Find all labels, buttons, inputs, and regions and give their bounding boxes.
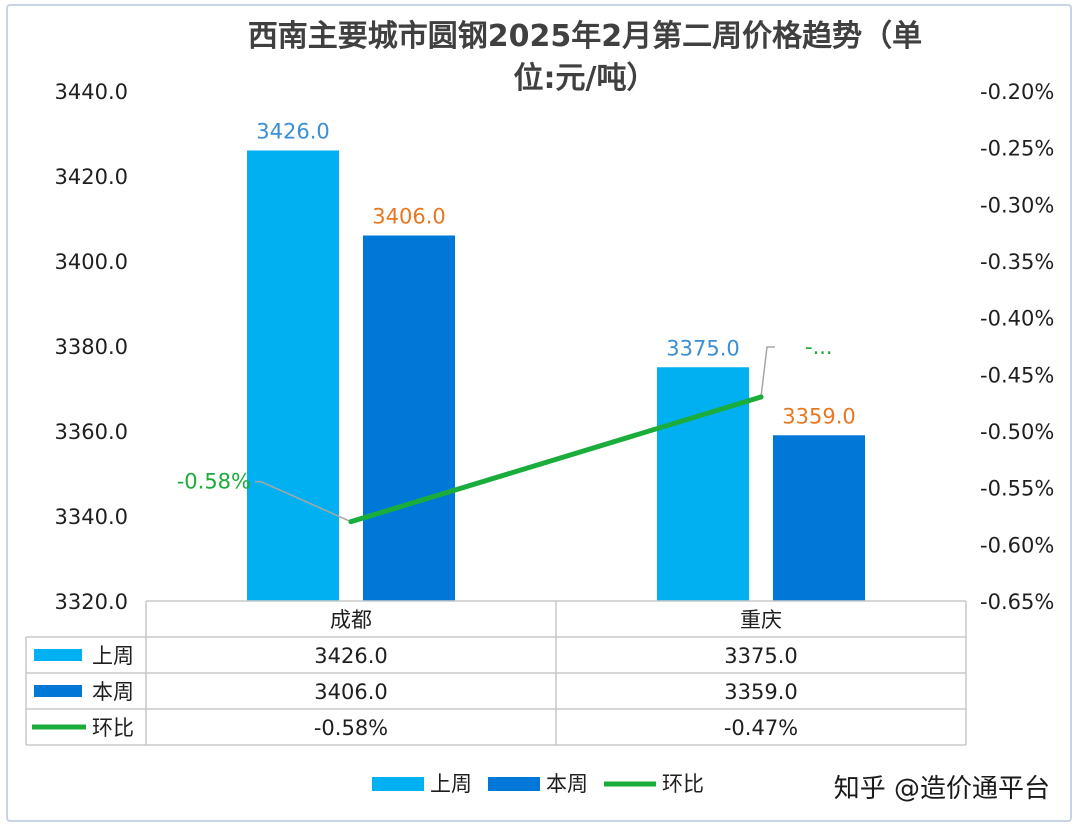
left-tick-label: 3440.0	[55, 80, 128, 104]
left-tick-label: 3320.0	[55, 590, 128, 614]
legend-swatch	[488, 777, 540, 791]
bar-group	[247, 150, 865, 601]
chart-frame	[6, 4, 1072, 822]
bar-data-label: 3426.0	[256, 120, 329, 144]
legend-label: 上周	[430, 772, 472, 796]
bar-data-label: 3406.0	[372, 205, 445, 229]
bar-this-week	[773, 435, 865, 601]
line-series-path	[348, 394, 764, 525]
right-tick-label: -0.40%	[980, 307, 1054, 331]
legend: 上周 本周 环比	[372, 772, 704, 796]
data-labels: 3426.0 3406.0 3375.0 3359.0 -0.58% -...	[177, 120, 856, 494]
right-tick-label: -0.50%	[980, 420, 1054, 444]
table-header-category: 成都	[330, 608, 372, 632]
legend-label: 环比	[662, 772, 704, 796]
table-row-label: 环比	[92, 716, 134, 740]
chart-title-line1: 西南主要城市圆钢2025年2月第二周价格趋势（单	[248, 19, 922, 54]
table-cell-value: 3375.0	[724, 644, 797, 668]
left-tick-label: 3420.0	[55, 165, 128, 189]
left-tick-label: 3380.0	[55, 335, 128, 359]
line-point	[348, 519, 354, 525]
line-data-label: -...	[805, 335, 833, 359]
line-series	[348, 394, 764, 525]
table-row-label: 上周	[92, 644, 134, 668]
table-legend-swatch	[34, 685, 82, 697]
right-tick-label: -0.35%	[980, 250, 1054, 274]
left-tick-label: 3400.0	[55, 250, 128, 274]
table-cell-value: -0.58%	[314, 716, 388, 740]
right-tick-label: -0.55%	[980, 477, 1054, 501]
left-tick-label: 3360.0	[55, 420, 128, 444]
table-cell-value: -0.47%	[724, 716, 798, 740]
right-tick-label: -0.30%	[980, 193, 1054, 217]
table-cell-value: 3359.0	[724, 680, 797, 704]
line-point	[758, 394, 764, 400]
left-axis: 3320.0 3340.0 3360.0 3380.0 3400.0 3420.0 3440…	[55, 80, 128, 614]
right-tick-label: -0.60%	[980, 533, 1054, 557]
leader-lines	[255, 346, 775, 523]
table-cell-value: 3406.0	[314, 680, 387, 704]
bar-this-week	[363, 235, 455, 601]
right-tick-label: -0.45%	[980, 363, 1054, 387]
table-legend-swatch	[34, 649, 82, 661]
right-tick-label: -0.20%	[980, 80, 1054, 104]
left-tick-label: 3340.0	[55, 505, 128, 529]
legend-swatch	[372, 777, 424, 791]
bar-last-week	[247, 150, 339, 601]
leader-line	[760, 346, 775, 398]
bar-data-label: 3375.0	[666, 336, 739, 360]
right-tick-label: -0.65%	[980, 590, 1054, 614]
watermark-text: 知乎 @造价通平台	[834, 774, 1050, 804]
right-tick-label: -0.25%	[980, 137, 1054, 161]
leader-line	[255, 480, 352, 523]
chart-title-line2: 位:元/吨）	[514, 61, 657, 96]
legend-label: 本周	[546, 772, 588, 796]
table-cell-value: 3426.0	[314, 644, 387, 668]
right-axis: -0.65% -0.60% -0.55% -0.50% -0.45% -0.40% -0.3…	[980, 80, 1054, 614]
table-header-category: 重庆	[740, 608, 782, 632]
line-data-label: -0.58%	[177, 470, 251, 494]
bar-data-label: 3359.0	[782, 404, 855, 428]
table-row-label: 本周	[92, 680, 134, 704]
